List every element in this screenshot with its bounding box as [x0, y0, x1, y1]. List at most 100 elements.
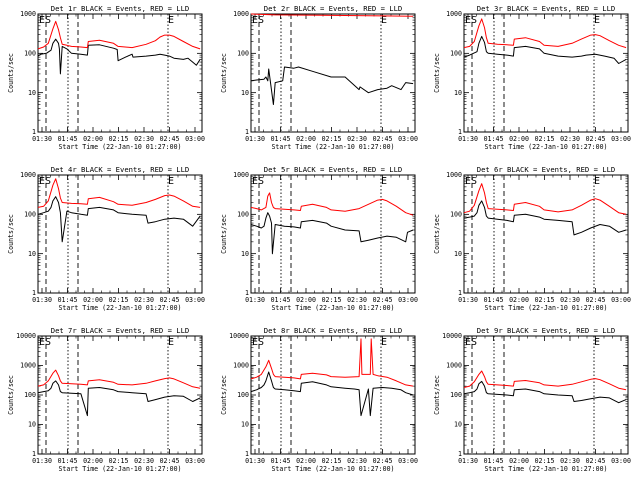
- annotation-es: ES: [39, 15, 51, 26]
- x-tick-label: 01:30: [458, 296, 478, 304]
- x-axis-label: Start Time (22-Jan-10 01:27:00): [484, 465, 607, 473]
- series-line-lld: [250, 13, 414, 17]
- y-axis-label: Counts/sec: [220, 214, 228, 254]
- series-line-events: [463, 200, 627, 236]
- annotation-e: E: [594, 15, 600, 26]
- series-line-lld: [463, 18, 627, 49]
- y-tick-label: 1: [32, 128, 36, 136]
- plot-frame: [463, 13, 629, 133]
- y-axis-label: Counts/sec: [7, 214, 15, 254]
- plot-frame: [463, 335, 629, 455]
- y-tick-label: 10: [28, 250, 36, 258]
- x-tick-label: 03:00: [611, 135, 631, 143]
- series-line-lld: [463, 183, 627, 215]
- y-tick-label: 10: [454, 89, 462, 97]
- annotation-e: E: [381, 337, 387, 348]
- x-tick-label: 02:15: [109, 457, 129, 465]
- x-tick-label: 01:30: [245, 296, 265, 304]
- y-tick-label: 1000: [233, 171, 249, 179]
- x-tick-label: 02:30: [134, 296, 154, 304]
- y-tick-label: 1000: [446, 362, 462, 370]
- y-tick-label: 100: [237, 50, 249, 58]
- panel-title: Det 2r BLACK = Events, RED = LLD: [264, 4, 402, 13]
- x-tick-label: 02:30: [560, 457, 580, 465]
- y-tick-label: 1: [245, 289, 249, 297]
- x-tick-label: 02:45: [373, 296, 393, 304]
- x-tick-label: 03:00: [611, 457, 631, 465]
- annotation-e: E: [168, 176, 174, 187]
- x-tick-label: 02:45: [586, 296, 606, 304]
- x-tick-label: 01:45: [484, 296, 504, 304]
- series-line-lld: [37, 178, 201, 208]
- y-tick-label: 100: [237, 211, 249, 219]
- y-tick-label: 100: [450, 50, 462, 58]
- x-tick-label: 01:45: [271, 296, 291, 304]
- x-tick-label: 01:45: [484, 457, 504, 465]
- y-tick-label: 1: [458, 289, 462, 297]
- annotation-es: ES: [39, 176, 51, 187]
- y-tick-label: 1: [458, 128, 462, 136]
- annotation-es: ES: [465, 15, 477, 26]
- y-tick-label: 1: [32, 450, 36, 458]
- x-tick-label: 01:30: [32, 135, 52, 143]
- panel-4: Det 4r BLACK = Events, RED = LLD 1 10 100 10…: [7, 165, 205, 312]
- series-line-events: [250, 212, 414, 255]
- x-tick-label: 02:45: [373, 457, 393, 465]
- y-axis-label: Counts/sec: [220, 53, 228, 93]
- series-line-lld: [250, 338, 414, 387]
- panel-2: Det 2r BLACK = Events, RED = LLD 1 10 100 10…: [220, 4, 418, 151]
- x-tick-label: 02:45: [160, 135, 180, 143]
- y-tick-label: 10000: [229, 332, 249, 340]
- x-tick-label: 03:00: [185, 135, 205, 143]
- plot-frame: [250, 335, 416, 455]
- x-tick-label: 02:15: [535, 135, 555, 143]
- panel-8: Det 8r BLACK = Events, RED = LLD 1 10 100 10…: [220, 326, 418, 473]
- y-tick-label: 1: [245, 450, 249, 458]
- x-tick-label: 03:00: [611, 296, 631, 304]
- x-axis-label: Start Time (22-Jan-10 01:27:00): [58, 304, 181, 312]
- series-line-lld: [37, 20, 201, 50]
- x-tick-label: 02:30: [347, 135, 367, 143]
- x-tick-label: 01:30: [32, 296, 52, 304]
- y-axis-label: Counts/sec: [7, 375, 15, 415]
- y-tick-label: 1: [32, 289, 36, 297]
- x-axis-label: Start Time (22-Jan-10 01:27:00): [58, 143, 181, 151]
- x-tick-label: 01:30: [245, 135, 265, 143]
- x-tick-label: 02:30: [134, 457, 154, 465]
- y-tick-label: 1000: [446, 10, 462, 18]
- x-tick-label: 02:45: [586, 135, 606, 143]
- annotation-e: E: [381, 15, 387, 26]
- series-line-events: [37, 38, 201, 75]
- panel-5: Det 5r BLACK = Events, RED = LLD 1 10 100 10…: [220, 165, 418, 312]
- x-tick-label: 02:00: [296, 457, 316, 465]
- x-tick-label: 01:45: [484, 135, 504, 143]
- panel-title: Det 7r BLACK = Events, RED = LLD: [51, 326, 189, 335]
- x-tick-label: 03:00: [398, 135, 418, 143]
- x-axis-label: Start Time (22-Jan-10 01:27:00): [484, 143, 607, 151]
- x-tick-label: 01:30: [32, 457, 52, 465]
- y-tick-label: 1000: [446, 171, 462, 179]
- annotation-es: ES: [465, 337, 477, 348]
- panel-7: Det 7r BLACK = Events, RED = LLD 1 10 100 10…: [7, 326, 205, 473]
- y-axis-label: Counts/sec: [433, 214, 441, 254]
- x-axis-label: Start Time (22-Jan-10 01:27:00): [58, 465, 181, 473]
- panel-title: Det 1r BLACK = Events, RED = LLD: [51, 4, 189, 13]
- annotation-es: ES: [39, 337, 51, 348]
- annotation-e: E: [594, 337, 600, 348]
- y-tick-label: 100: [24, 391, 36, 399]
- series-line-lld: [463, 370, 627, 391]
- plot-frame: [37, 335, 203, 455]
- series-line-events: [463, 380, 627, 404]
- x-tick-label: 02:30: [560, 296, 580, 304]
- x-tick-label: 02:00: [83, 457, 103, 465]
- x-tick-label: 01:30: [245, 457, 265, 465]
- panel-title: Det 6r BLACK = Events, RED = LLD: [477, 165, 615, 174]
- y-tick-label: 1: [245, 128, 249, 136]
- annotation-es: ES: [252, 337, 264, 348]
- y-tick-label: 10000: [16, 332, 36, 340]
- x-tick-label: 02:00: [509, 296, 529, 304]
- x-tick-label: 02:45: [373, 135, 393, 143]
- plot-frame: [250, 13, 416, 133]
- series-line-events: [37, 196, 201, 243]
- series-line-lld: [37, 369, 201, 389]
